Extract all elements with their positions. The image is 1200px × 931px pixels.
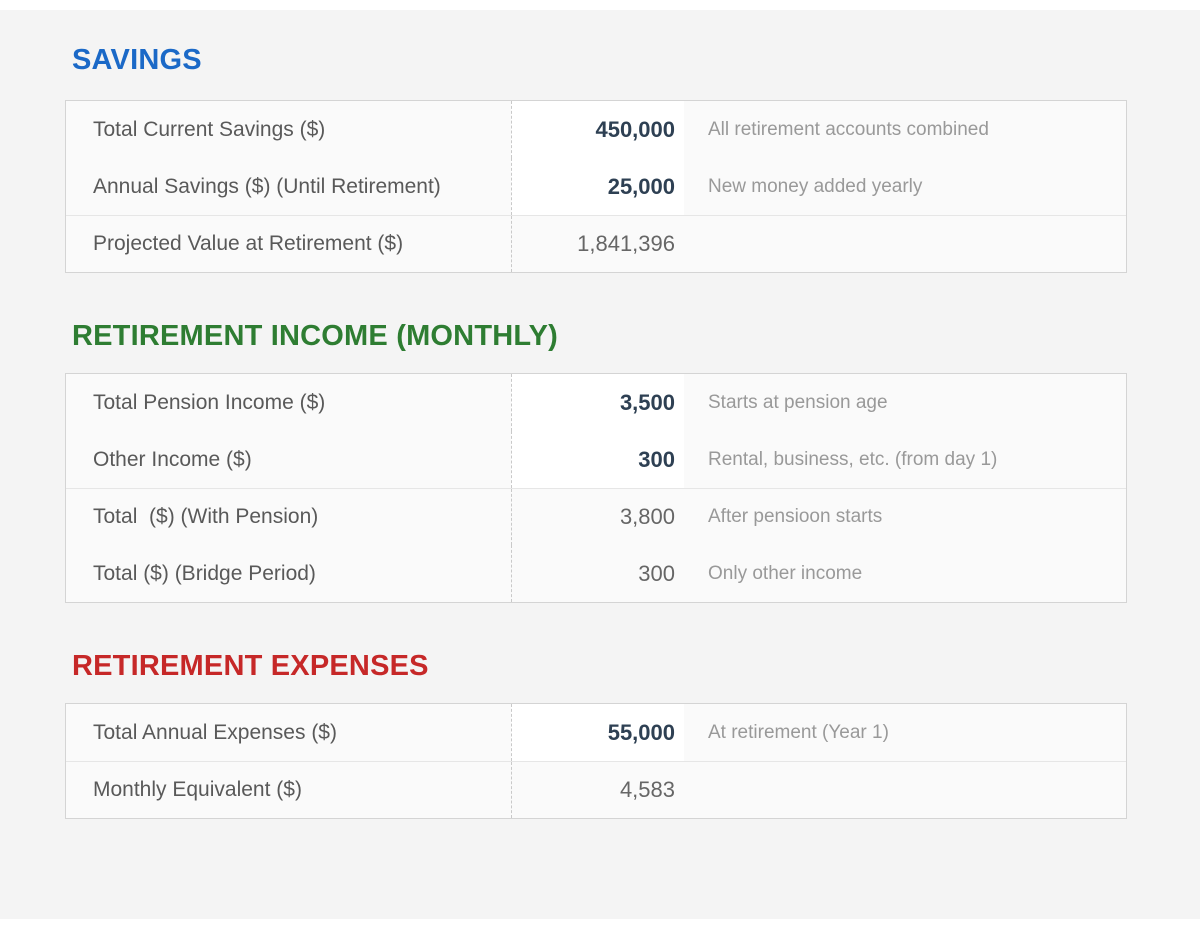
row-note: New money added yearly: [708, 175, 923, 197]
editable-value-cell[interactable]: 25,000: [511, 158, 684, 215]
editable-value-cell[interactable]: 3,500: [511, 374, 684, 431]
table-row: Total Annual Expenses ($) 55,000 At reti…: [66, 704, 1126, 761]
computed-value-cell: 300: [511, 545, 684, 602]
retirement-income-section: RETIREMENT INCOME (MONTHLY) Total Pensio…: [65, 320, 1127, 603]
retirement-expenses-section-title: RETIREMENT EXPENSES: [72, 650, 429, 682]
row-note: Only other income: [708, 562, 863, 584]
retirement-income-table: Total Pension Income ($) 3,500 Starts at…: [65, 373, 1127, 603]
row-label: Total Pension Income ($): [93, 390, 326, 414]
retirement-expenses-table: Total Annual Expenses ($) 55,000 At reti…: [65, 703, 1127, 819]
editable-value-cell[interactable]: 450,000: [511, 101, 684, 158]
row-label: Total ($) (Bridge Period): [93, 561, 316, 585]
bottom-edge-strip: [0, 919, 1200, 931]
row-label: Monthly Equivalent ($): [93, 778, 302, 801]
savings-table: Total Current Savings ($) 450,000 All re…: [65, 100, 1127, 273]
row-label: Total Annual Expenses ($): [93, 720, 337, 744]
table-row: Projected Value at Retirement ($) 1,841,…: [66, 215, 1126, 272]
row-note: Starts at pension age: [708, 391, 888, 413]
savings-section-title: SAVINGS: [72, 44, 202, 76]
table-row: Monthly Equivalent ($) 4,583: [66, 761, 1126, 818]
editable-value-cell[interactable]: 300: [511, 431, 684, 488]
computed-value-cell: 3,800: [511, 489, 684, 545]
retirement-expenses-section: RETIREMENT EXPENSES Total Annual Expense…: [65, 650, 1127, 819]
editable-value-cell[interactable]: 55,000: [511, 704, 684, 761]
row-label: Other Income ($): [93, 447, 252, 471]
table-row: Total ($) (Bridge Period) 300 Only other…: [66, 545, 1126, 602]
table-row: Total ($) (With Pension) 3,800 After pen…: [66, 488, 1126, 545]
savings-section: SAVINGS Total Current Savings ($) 450,00…: [65, 44, 1127, 273]
row-note: All retirement accounts combined: [708, 118, 989, 140]
row-label: Total Current Savings ($): [93, 117, 326, 141]
row-label: Annual Savings ($) (Until Retirement): [93, 174, 441, 198]
row-note: [684, 762, 1126, 818]
table-row: Annual Savings ($) (Until Retirement) 25…: [66, 158, 1126, 215]
computed-value-cell: 4,583: [511, 762, 684, 818]
row-label: Total ($) (With Pension): [93, 505, 319, 528]
table-row: Total Pension Income ($) 3,500 Starts at…: [66, 374, 1126, 431]
top-edge-strip: [0, 0, 1200, 10]
worksheet: SAVINGS Total Current Savings ($) 450,00…: [65, 44, 1127, 819]
row-note: [684, 216, 1126, 272]
retirement-income-section-title: RETIREMENT INCOME (MONTHLY): [72, 320, 559, 352]
row-note: At retirement (Year 1): [708, 721, 889, 743]
row-note: After pensioon starts: [708, 506, 883, 527]
table-row: Other Income ($) 300 Rental, business, e…: [66, 431, 1126, 488]
row-note: Rental, business, etc. (from day 1): [708, 448, 998, 470]
row-label: Projected Value at Retirement ($): [93, 232, 404, 255]
computed-value-cell: 1,841,396: [511, 216, 684, 272]
table-row: Total Current Savings ($) 450,000 All re…: [66, 101, 1126, 158]
